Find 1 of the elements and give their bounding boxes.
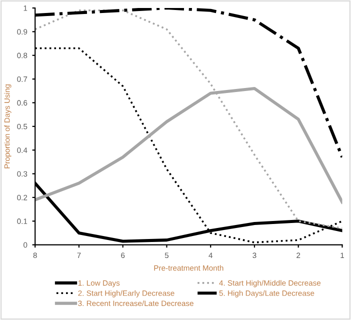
line-series [35, 9, 342, 230]
